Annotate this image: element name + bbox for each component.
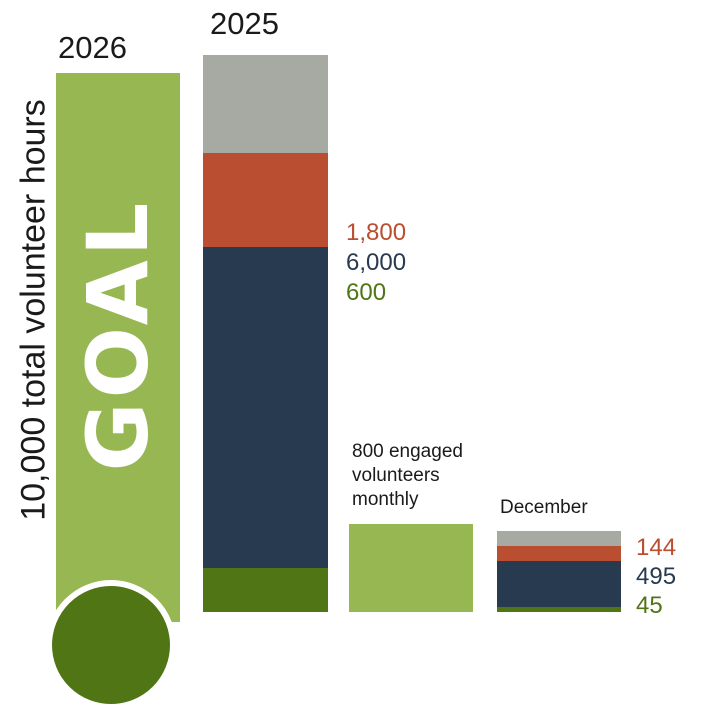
engaged-line-2: volunteers <box>352 465 440 486</box>
bar-december-segment-495 <box>497 561 621 607</box>
bar-december-segment-144 <box>497 546 621 561</box>
value-label-2025-green: 600 <box>346 279 387 306</box>
year-label-2025: 2025 <box>210 6 279 41</box>
bar-december-segment-45 <box>497 607 621 612</box>
y-axis-label: 10,000 total volunteer hours <box>14 99 53 521</box>
goal-bar-2026 <box>56 73 180 622</box>
value-label-december-orange: 144 <box>636 534 677 561</box>
year-label-2026: 2026 <box>58 30 127 65</box>
december-label: December <box>500 497 588 518</box>
goal-circle-icon <box>46 580 176 710</box>
value-label-december-green: 45 <box>636 592 663 619</box>
value-label-2025-navy: 6,000 <box>346 249 407 276</box>
value-label-2025-orange: 1,800 <box>346 219 407 246</box>
value-label-december-navy: 495 <box>636 563 677 590</box>
goal-label: GOAL <box>69 198 167 472</box>
bar-2025-segment-600 <box>203 568 328 612</box>
engaged-line-1: 800 engaged <box>352 441 463 462</box>
engaged-volunteers-bar <box>349 524 473 612</box>
bar-2025-segment-6000 <box>203 247 328 568</box>
bar-december-segment-other <box>497 531 621 546</box>
engaged-line-3: monthly <box>352 489 419 510</box>
engaged-volunteers-note: 800 engaged volunteers monthly <box>352 440 463 512</box>
bar-2025-segment-other <box>203 55 328 153</box>
bar-2025-segment-1800 <box>203 153 328 247</box>
